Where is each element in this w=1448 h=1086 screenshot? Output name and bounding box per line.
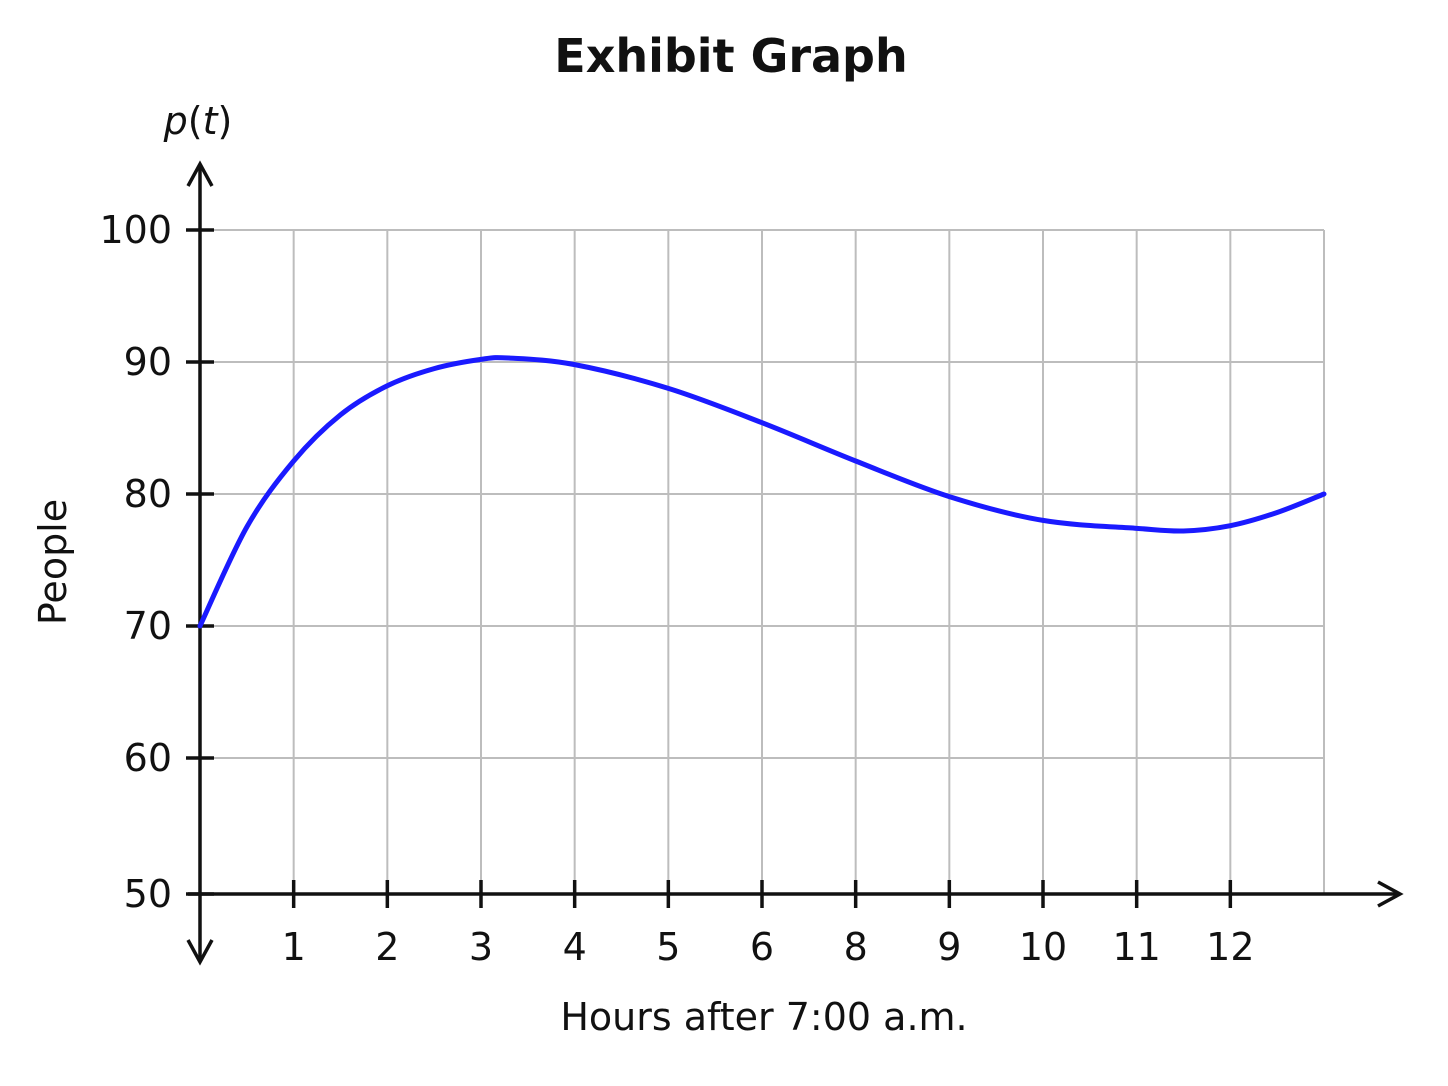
y-tick-label: 50: [124, 872, 172, 916]
y-axis-arrow-up: [186, 160, 214, 187]
x-tick-label: 3: [469, 925, 493, 969]
y-tick-label: 100: [99, 208, 172, 252]
y-tick-label: 70: [124, 604, 172, 648]
y-axis-label: People: [31, 499, 75, 625]
x-tick-label: 9: [937, 925, 961, 969]
x-tick-label: 12: [1206, 925, 1254, 969]
x-tick-label: 4: [563, 925, 587, 969]
grid: [200, 229, 1325, 894]
y-function-label: p(t): [163, 99, 233, 143]
y-axis-arrow-down: [186, 939, 214, 966]
x-ticks: 1 2 3 4 5 6 8 9 10 11 12: [282, 880, 1255, 969]
x-tick-label: 1: [282, 925, 306, 969]
y-tick-label: 60: [124, 736, 172, 780]
chart-title: Exhibit Graph: [554, 29, 907, 83]
x-axis-label: Hours after 7:00 a.m.: [560, 995, 967, 1039]
axes: [186, 160, 1404, 966]
x-tick-label: 10: [1019, 925, 1067, 969]
y-ticks: 50 60 70 80 90 100: [99, 208, 214, 916]
x-tick-label: 2: [375, 925, 399, 969]
x-tick-label: 11: [1112, 925, 1160, 969]
x-tick-label: 8: [844, 925, 868, 969]
y-tick-label: 80: [124, 472, 172, 516]
y-tick-label: 90: [124, 340, 172, 384]
x-axis-arrow: [1377, 880, 1404, 908]
x-tick-label: 6: [750, 925, 774, 969]
series-line: [197, 355, 1327, 629]
x-tick-label: 5: [656, 925, 680, 969]
